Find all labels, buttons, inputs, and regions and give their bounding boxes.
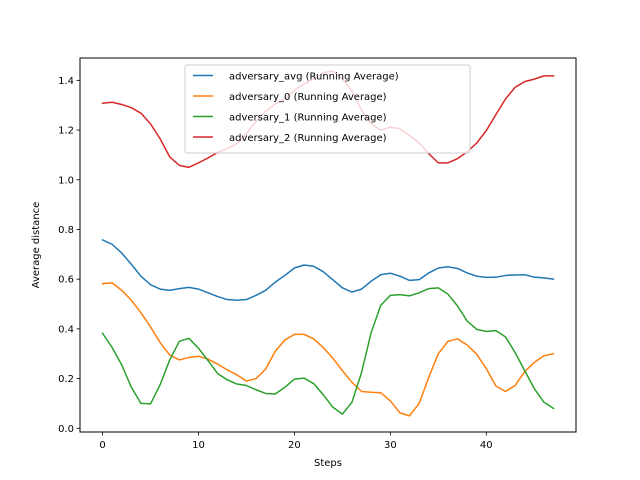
y-tick-label: 0.6 [58,275,74,286]
x-tick-label: 30 [384,440,397,451]
series-line-0 [101,238,555,302]
y-tick-label: 1.2 [58,126,74,137]
y-axis-label: Average distance [31,202,42,289]
x-tick-label: 0 [99,440,105,451]
x-tick-label: 10 [192,440,205,451]
y-tick-label: 1.4 [58,76,74,87]
x-axis-ticks: 0 10 20 30 40 [99,432,493,451]
y-tick-label: 0.8 [58,225,74,236]
legend-label-0: adversary_avg (Running Average) [229,72,399,83]
legend-box [184,64,471,154]
series-line-2 [101,287,555,415]
legend-label-2: adversary_1 (Running Average) [229,113,387,124]
legend-label-1: adversary_0 (Running Average) [229,92,387,103]
x-tick-label: 20 [288,440,301,451]
y-tick-label: 0.0 [58,424,74,435]
plot-frame [79,57,577,433]
series-line-1 [101,282,555,417]
y-tick-label: 0.2 [58,374,74,385]
x-tick-label: 40 [480,440,493,451]
legend-label-3: adversary_2 (Running Average) [229,133,387,144]
y-tick-label: 0.4 [58,324,74,335]
x-axis-label: Steps [314,458,342,469]
y-axis-ticks: 0.0 0.2 0.4 0.6 0.8 1.0 1.2 1.4 [58,76,80,435]
y-tick-label: 1.0 [58,175,74,186]
legend: adversary_avg (Running Average) adversary… [184,64,471,154]
